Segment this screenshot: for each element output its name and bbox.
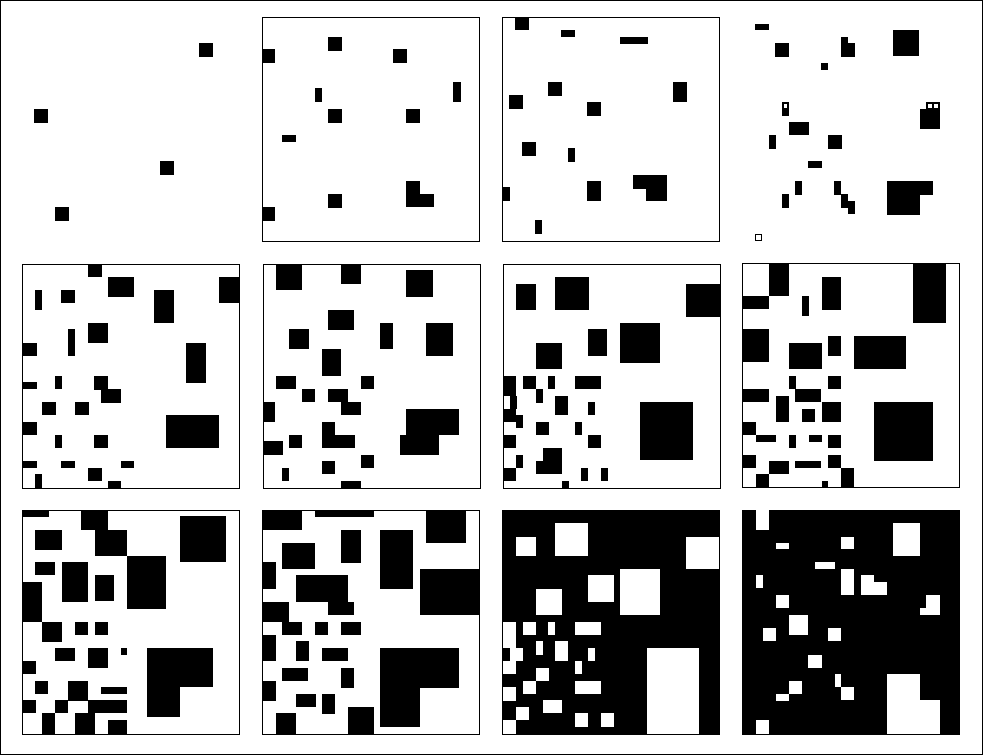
panel-8 (742, 263, 960, 488)
panel-3 (502, 17, 720, 242)
panel-5 (22, 264, 240, 489)
panel-2 (262, 17, 480, 242)
panel-10 (262, 510, 480, 735)
panel-7 (503, 264, 721, 489)
panel-12 (742, 510, 960, 735)
panel-11 (502, 510, 720, 735)
panel-4 (742, 17, 959, 241)
panel-1 (22, 17, 239, 241)
panel-9 (22, 510, 240, 735)
panel-6 (263, 264, 481, 489)
